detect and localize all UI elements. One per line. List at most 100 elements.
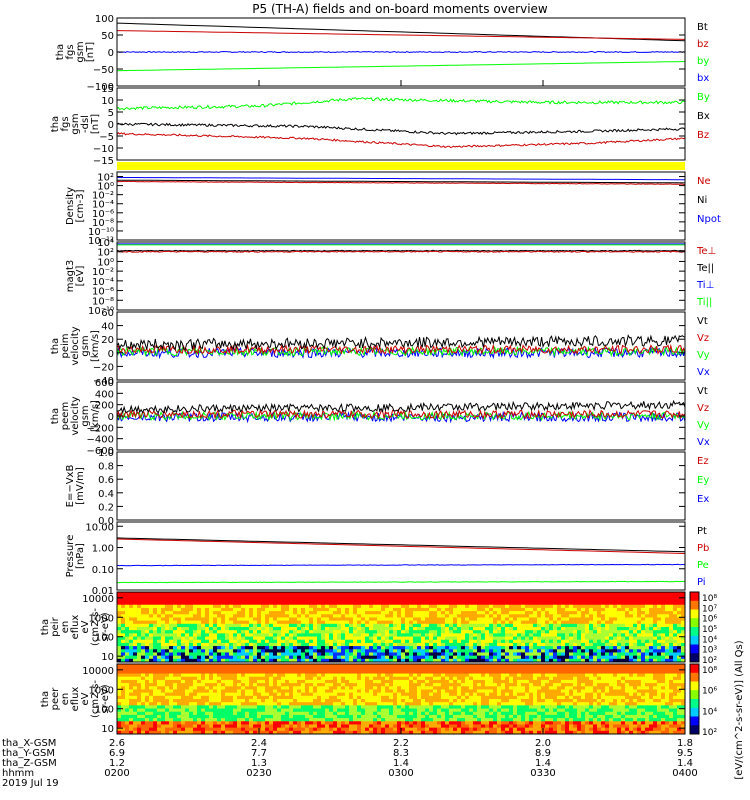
- heatmap-cell: [173, 652, 178, 657]
- heatmap-cell: [145, 636, 150, 641]
- heatmap-cell: [153, 620, 158, 625]
- heatmap-cell: [213, 633, 218, 638]
- heatmap-cell: [233, 705, 238, 710]
- heatmap-cell: [433, 649, 438, 653]
- heatmap-cell: [357, 630, 362, 634]
- heatmap-cell: [125, 617, 130, 622]
- heatmap-cell: [281, 592, 286, 596]
- heatmap-cell: [281, 724, 286, 729]
- heatmap-cell: [309, 689, 314, 694]
- heatmap-cell: [321, 639, 326, 644]
- heatmap-cell: [445, 623, 450, 628]
- heatmap-cell: [469, 607, 474, 612]
- heatmap-cell: [305, 642, 310, 647]
- heatmap-cell: [241, 727, 246, 732]
- heatmap-cell: [345, 673, 350, 678]
- heatmap-cell: [409, 617, 414, 622]
- heatmap-cell: [361, 633, 366, 638]
- heatmap-cell: [425, 633, 430, 638]
- heatmap-cell: [553, 646, 558, 650]
- heatmap-cell: [193, 639, 198, 644]
- heatmap-cell: [313, 730, 318, 735]
- y-axis-label: (cm2-s-: [90, 608, 101, 646]
- heatmap-cell: [601, 592, 606, 596]
- heatmap-cell: [653, 601, 658, 606]
- heatmap-cell: [469, 658, 474, 663]
- heatmap-cell: [217, 664, 222, 668]
- heatmap-cell: [325, 664, 330, 668]
- heatmap-cell: [413, 604, 418, 609]
- heatmap-cell: [213, 664, 218, 668]
- heatmap-cell: [673, 607, 678, 612]
- heatmap-cell: [285, 633, 290, 638]
- heatmap-cell: [193, 617, 198, 622]
- heatmap-cell: [401, 627, 406, 631]
- heatmap-cell: [277, 714, 282, 719]
- heatmap-cell: [165, 676, 170, 681]
- heatmap-cell: [493, 652, 498, 657]
- heatmap-cell: [333, 730, 338, 735]
- heatmap-cell: [133, 727, 138, 732]
- heatmap-cell: [565, 595, 570, 599]
- heatmap-cell: [241, 642, 246, 647]
- heatmap-cell: [609, 601, 614, 606]
- heatmap-cell: [129, 630, 134, 634]
- heatmap-cell: [397, 655, 402, 660]
- heatmap-cell: [533, 620, 538, 625]
- heatmap-cell: [377, 702, 382, 706]
- heatmap-cell: [401, 604, 406, 609]
- heatmap-cell: [301, 639, 306, 644]
- heatmap-cell: [157, 721, 162, 725]
- heatmap-cell: [677, 627, 682, 631]
- heatmap-cell: [469, 592, 474, 596]
- heatmap-cell: [281, 611, 286, 615]
- heatmap-cell: [605, 604, 610, 609]
- heatmap-cell: [489, 633, 494, 638]
- heatmap-cell: [345, 705, 350, 710]
- heatmap-cell: [141, 718, 146, 722]
- heatmap-cell: [501, 642, 506, 647]
- heatmap-cell: [441, 630, 446, 634]
- heatmap-cell: [313, 658, 318, 663]
- heatmap-cell: [401, 679, 406, 684]
- heatmap-cell: [137, 620, 142, 625]
- heatmap-cell: [169, 727, 174, 732]
- heatmap-cell: [465, 614, 470, 618]
- heatmap-cell: [233, 718, 238, 722]
- heatmap-cell: [425, 652, 430, 657]
- heatmap-cell: [249, 670, 254, 675]
- heatmap-cell: [257, 617, 262, 622]
- heatmap-cell: [673, 652, 678, 657]
- heatmap-cell: [465, 604, 470, 609]
- heatmap-cell: [425, 595, 430, 599]
- heatmap-cell: [125, 604, 130, 609]
- heatmap-cell: [669, 604, 674, 609]
- heatmap-cell: [617, 598, 622, 603]
- heatmap-cell: [209, 714, 214, 719]
- legend-entry: Ti||: [696, 297, 712, 308]
- heatmap-cell: [245, 607, 250, 612]
- heatmap-cell: [197, 655, 202, 660]
- heatmap-cell: [589, 623, 594, 628]
- heatmap-cell: [221, 642, 226, 647]
- heatmap-cell: [185, 705, 190, 710]
- heatmap-cell: [473, 598, 478, 603]
- heatmap-cell: [373, 727, 378, 732]
- heatmap-cell: [137, 592, 142, 596]
- heatmap-cell: [349, 699, 354, 703]
- heatmap-cell: [329, 718, 334, 722]
- heatmap-cell: [337, 630, 342, 634]
- heatmap-cell: [121, 639, 126, 644]
- heatmap-cell: [317, 730, 322, 735]
- heatmap-cell: [365, 711, 370, 716]
- heatmap-cell: [405, 630, 410, 634]
- heatmap-cell: [157, 711, 162, 716]
- heatmap-cell: [125, 714, 130, 719]
- heatmap-cell: [521, 611, 526, 615]
- heatmap-cell: [321, 617, 326, 622]
- heatmap-cell: [301, 670, 306, 675]
- heatmap-cell: [681, 592, 686, 596]
- heatmap-cell: [337, 655, 342, 660]
- heatmap-cell: [397, 711, 402, 716]
- heatmap-cell: [553, 627, 558, 631]
